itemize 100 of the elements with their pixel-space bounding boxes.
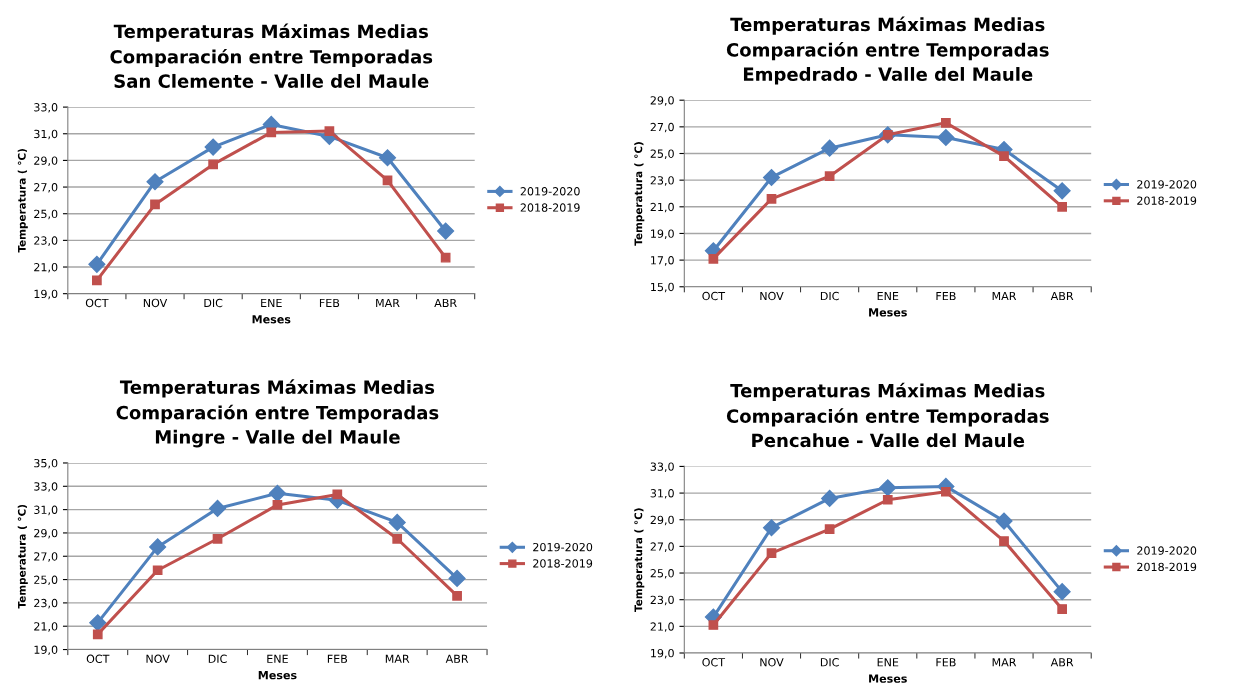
point xyxy=(452,591,462,601)
x-tick-label: OCT xyxy=(86,654,110,663)
legend-label: 2018-2019 xyxy=(1137,196,1197,205)
point xyxy=(1053,182,1071,200)
y-tick-label: 27,0 xyxy=(650,122,674,133)
y-tick-label: 21,0 xyxy=(34,263,58,273)
x-tick-label: NOV xyxy=(760,291,784,301)
point xyxy=(92,275,102,286)
x-tick-label: ENE xyxy=(267,654,288,663)
point xyxy=(1057,604,1068,614)
y-tick-label: 29,0 xyxy=(650,515,674,526)
point xyxy=(762,168,781,187)
x-tick-label: DIC xyxy=(820,291,839,301)
x-tick-label: OCT xyxy=(702,658,726,667)
point xyxy=(766,548,777,558)
x-tick-label: ABR xyxy=(434,298,457,307)
x-tick-label: NOV xyxy=(146,654,170,663)
x-tick-label: ABR xyxy=(445,654,469,663)
point xyxy=(824,171,835,182)
point xyxy=(999,151,1009,162)
y-tick-label: 35,0 xyxy=(34,458,58,469)
y-tick-label: 23,0 xyxy=(650,176,674,186)
legend-label: 2018-2019 xyxy=(1137,562,1197,572)
y-tick-label: 25,0 xyxy=(34,209,58,220)
y-tick-label: 33,0 xyxy=(34,482,58,492)
point xyxy=(268,484,286,502)
chart-title: Temperaturas Máximas Medias Comparación entre Temporadas Mingre - Valle del Maule xyxy=(116,379,439,448)
x-tick-label: DIC xyxy=(208,654,227,663)
x-tick-label: ENE xyxy=(261,298,282,307)
point xyxy=(272,500,283,510)
point xyxy=(89,614,107,632)
y-tick-label: 19,0 xyxy=(651,648,674,659)
y-tick-label: 19,0 xyxy=(34,645,58,656)
point xyxy=(999,536,1009,546)
y-tick-label: 31,0 xyxy=(34,129,58,140)
y-tick-label: 17,0 xyxy=(651,256,674,266)
point xyxy=(150,199,160,210)
point xyxy=(448,569,466,587)
x-tick-label: ENE xyxy=(877,291,899,301)
x-tick-label: ENE xyxy=(877,658,899,667)
x-tick-label: NOV xyxy=(760,658,784,667)
point xyxy=(152,565,163,576)
y-tick-label: 15,0 xyxy=(651,282,674,293)
y-tick-label: 21,0 xyxy=(34,622,58,632)
legend-label: 2019-2020 xyxy=(533,542,593,552)
chart-title: Temperaturas Máximas Medias Comparación entre Temporadas San Clemente - Valle del Maule xyxy=(110,23,433,88)
point xyxy=(995,512,1013,530)
legend-label: 2019-2020 xyxy=(1137,180,1197,189)
y-axis-title: Temperatura ( °C) xyxy=(17,504,28,609)
point xyxy=(879,479,897,497)
x-tick-label: MAR xyxy=(376,298,400,307)
y-tick-label: 31,0 xyxy=(650,489,674,499)
y-tick-label: 27,0 xyxy=(650,542,674,552)
point xyxy=(821,489,839,507)
y-tick-label: 33,0 xyxy=(34,103,58,113)
legend-label: 2018-2019 xyxy=(533,559,593,568)
legend-label: 2019-2020 xyxy=(520,187,580,196)
point xyxy=(824,524,835,534)
point xyxy=(821,139,839,157)
y-tick-label: 21,0 xyxy=(650,202,674,213)
point xyxy=(266,127,277,138)
y-axis-title: Temperatura ( °C) xyxy=(634,142,645,246)
point xyxy=(766,193,777,204)
point xyxy=(1053,583,1071,601)
y-tick-label: 29,0 xyxy=(650,96,674,106)
x-tick-label: MAR xyxy=(992,658,1017,667)
point xyxy=(388,513,406,531)
y-tick-label: 25,0 xyxy=(34,575,58,586)
y-axis-title: Temperatura ( °C) xyxy=(17,149,28,253)
x-tick-label: ABR xyxy=(1050,658,1074,667)
point xyxy=(708,253,719,264)
y-tick-label: 27,0 xyxy=(34,552,58,562)
y-tick-label: 23,0 xyxy=(650,595,674,606)
chart-title: Temperaturas Máximas Medias Comparación entre Temporadas Pencahue - Valle del Maule xyxy=(726,382,1049,448)
point xyxy=(212,533,223,544)
point xyxy=(208,499,227,517)
point xyxy=(937,128,955,147)
point xyxy=(392,533,403,544)
y-tick-label: 23,0 xyxy=(34,598,58,609)
y-tick-label: 21,0 xyxy=(650,622,674,632)
point xyxy=(1057,201,1068,212)
x-tick-label: OCT xyxy=(702,291,726,301)
point xyxy=(208,159,218,170)
point xyxy=(88,255,106,273)
legend-label: 2018-2019 xyxy=(520,203,580,212)
y-tick-label: 23,0 xyxy=(34,236,58,246)
x-tick-label: MAR xyxy=(992,291,1017,301)
point xyxy=(149,538,167,556)
point xyxy=(92,629,103,640)
point xyxy=(941,117,951,128)
y-tick-label: 25,0 xyxy=(650,149,674,160)
point xyxy=(332,489,343,500)
y-tick-label: 19,0 xyxy=(34,289,58,300)
point xyxy=(882,494,893,505)
x-tick-label: NOV xyxy=(143,298,168,308)
y-tick-label: 27,0 xyxy=(34,183,58,193)
x-axis-title: Meses xyxy=(869,674,907,683)
y-tick-label: 31,0 xyxy=(34,505,58,516)
x-tick-label: FEB xyxy=(936,291,956,301)
x-tick-label: DIC xyxy=(204,298,223,308)
